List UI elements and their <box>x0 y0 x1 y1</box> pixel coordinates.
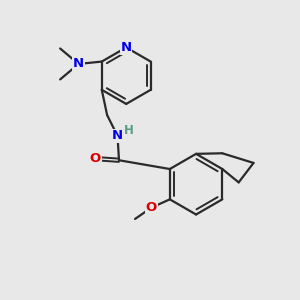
Text: N: N <box>112 129 123 142</box>
Text: N: N <box>121 41 132 54</box>
Text: O: O <box>146 201 157 214</box>
Text: O: O <box>90 152 101 165</box>
Text: H: H <box>124 124 134 137</box>
Text: N: N <box>73 58 84 70</box>
